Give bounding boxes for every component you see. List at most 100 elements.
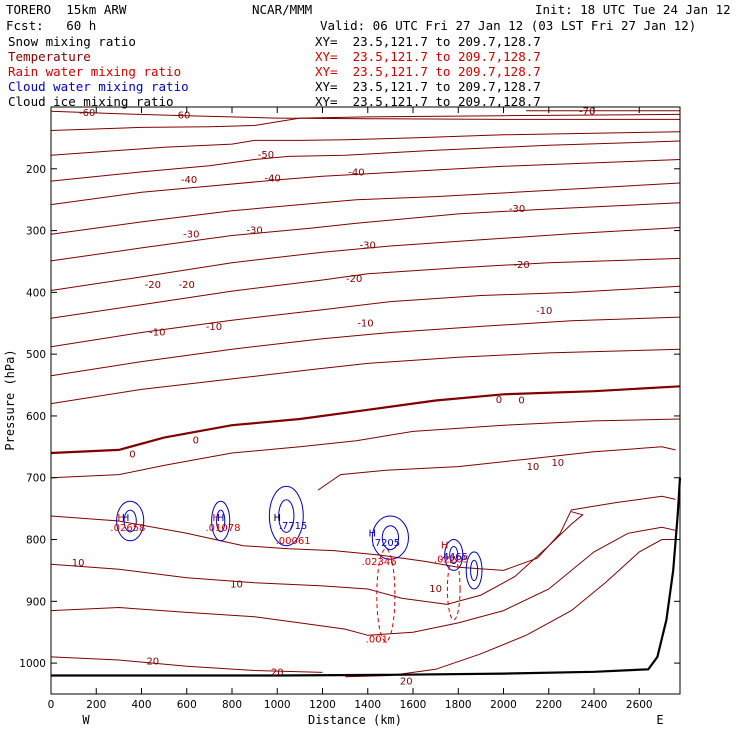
max-mark-13: .4465: [439, 552, 468, 563]
max-mark-12: H: [441, 541, 449, 552]
x-tick-label-6: 1200: [309, 699, 336, 711]
x-tick-label-8: 1600: [400, 699, 427, 711]
org-title: NCAR/MMM: [252, 2, 313, 17]
temperature-label-21: 0: [129, 449, 135, 460]
legend-cloud-water-xy: XY= 23.5,121.7 to 209.7,128.7: [315, 79, 541, 94]
temperature-label-4: -40: [181, 175, 197, 186]
max-mark-4: H: [217, 513, 225, 524]
legend-temperature: Temperature: [8, 49, 91, 64]
temperature-contours: [50, 110, 681, 678]
y-tick-label-8: 1000: [19, 658, 46, 670]
cloud-water-inner-contour-0: [123, 509, 137, 533]
temperature-contour-19: [50, 656, 323, 673]
temperature-contour-0: [50, 110, 680, 120]
max-mark-2: .02658: [110, 523, 145, 534]
cloud-water-inner-contour-1: [216, 509, 226, 533]
rain-contour-0: [376, 548, 396, 642]
temperature-contour-14: [50, 418, 681, 479]
temperature-contour-5: [50, 159, 681, 206]
axes: 0 200 400 600 800 1000 1200 1400 1600 1800 2000 220…: [19, 107, 680, 711]
max-mark-0: H: [117, 513, 125, 524]
max-mark-10: .7205: [372, 538, 401, 549]
temperature-contour-7: [50, 202, 681, 262]
y-tick-label-3: 500: [26, 349, 46, 361]
temperature-label-13: -20: [346, 274, 362, 285]
cloud-water-contour-2: [268, 485, 304, 547]
x-end-west: W: [82, 713, 90, 727]
temperature-label-23: 10: [527, 462, 540, 473]
temperature-label-1: -60: [174, 111, 190, 122]
forecast-hour: Fcst: 60 h: [6, 18, 97, 33]
y-tick-label-5: 700: [26, 473, 46, 485]
x-axis-label: Distance (km): [308, 713, 402, 727]
temperature-contour-16: [50, 495, 676, 571]
legend-cloud-ice: Cloud ice mixing ratio: [8, 94, 174, 109]
contour-labels: -60 -60 -70 -50 -40 -40 -40 -30 -30 -30 -30 -20 -20 -…: [72, 106, 596, 687]
legend-rain: Rain water mixing ratio: [8, 64, 182, 79]
max-mark-9: H: [369, 528, 377, 539]
max-mark-8: .00061: [276, 536, 311, 547]
max-mark-5: .01078: [205, 523, 240, 534]
temperature-label-16: -10: [206, 322, 222, 333]
temperature-contour-6: [50, 182, 681, 235]
x-tick-label-13: 2600: [626, 699, 653, 711]
temperature-label-28: 20: [146, 656, 159, 667]
temperature-label-30: 20: [400, 677, 413, 688]
cloud-water-contour-0: [116, 500, 145, 542]
temperature-contour-15: [317, 446, 676, 491]
terrain-line: [51, 477, 682, 677]
legend-snow-xy: XY= 23.5,121.7 to 209.7,128.7: [315, 34, 541, 49]
temperature-label-11: -20: [145, 280, 161, 291]
max-mark-7: .7715: [279, 521, 308, 532]
temperature-label-3: -50: [258, 150, 274, 161]
cloud-water-contours: [116, 485, 483, 590]
init-time: Init: 18 UTC Tue 24 Jan 12: [535, 2, 731, 17]
max-value-marks: HH.02658HH.01078H.7715.00061H.7205.02346…: [110, 513, 469, 646]
x-tick-label-3: 600: [177, 699, 197, 711]
y-tick-label-7: 900: [26, 596, 46, 608]
max-mark-1: H: [122, 513, 130, 524]
temperature-contour-12: [50, 348, 681, 405]
temperature-label-12: -20: [179, 280, 195, 291]
temperature-label-8: -30: [246, 226, 262, 237]
x-tick-label-9: 1800: [445, 699, 472, 711]
temperature-label-0: -60: [79, 108, 95, 119]
terrain: [51, 477, 682, 677]
y-tick-label-4: 600: [26, 411, 46, 423]
max-mark-15: .001: [366, 635, 388, 646]
x-tick-label-10: 2000: [490, 699, 517, 711]
temperature-label-24: 10: [551, 458, 564, 469]
y-tick-label-2: 400: [26, 287, 46, 299]
y-tick-label-0: 200: [26, 164, 46, 176]
x-tick-label-0: 0: [48, 699, 55, 711]
temperature-label-18: -10: [536, 306, 552, 317]
temperature-label-15: -10: [149, 328, 165, 339]
max-mark-11: .02346: [362, 557, 397, 568]
y-tick-label-1: 300: [26, 226, 46, 238]
plot-frame: [50, 106, 681, 695]
cloud-water-inner-contour-5: [470, 559, 479, 582]
model-title: TORERO 15km ARW: [6, 2, 127, 17]
temperature-contour-10: [50, 285, 681, 348]
temperature-contour-13: [50, 385, 681, 455]
temperature-label-9: -30: [360, 240, 376, 251]
temperature-label-5: -40: [265, 174, 281, 185]
temperature-contour-4: [50, 140, 681, 182]
x-tick-label-7: 1400: [354, 699, 381, 711]
temperature-label-6: -40: [348, 167, 364, 178]
legend-snow: Snow mixing ratio: [8, 34, 136, 49]
cloud-water-contour-3: [371, 515, 409, 560]
legend-cloud-ice-xy: XY= 23.5,121.7 to 209.7,128.7: [315, 94, 541, 109]
max-mark-6: H: [273, 513, 281, 524]
temperature-label-29: 20: [271, 667, 284, 678]
temperature-contour-8: [50, 227, 681, 291]
temperature-contour-17: [50, 511, 584, 605]
cloud-water-inner-contour-3: [381, 525, 400, 551]
temperature-label-19: 0: [496, 395, 502, 406]
max-mark-14: .02205: [434, 554, 469, 565]
cloud-water-contour-1: [211, 500, 231, 542]
temperature-label-10: -30: [509, 204, 525, 215]
cloud-water-contour-4: [444, 539, 464, 571]
x-tick-label-11: 2200: [535, 699, 562, 711]
temperature-label-20: 0: [518, 396, 524, 407]
